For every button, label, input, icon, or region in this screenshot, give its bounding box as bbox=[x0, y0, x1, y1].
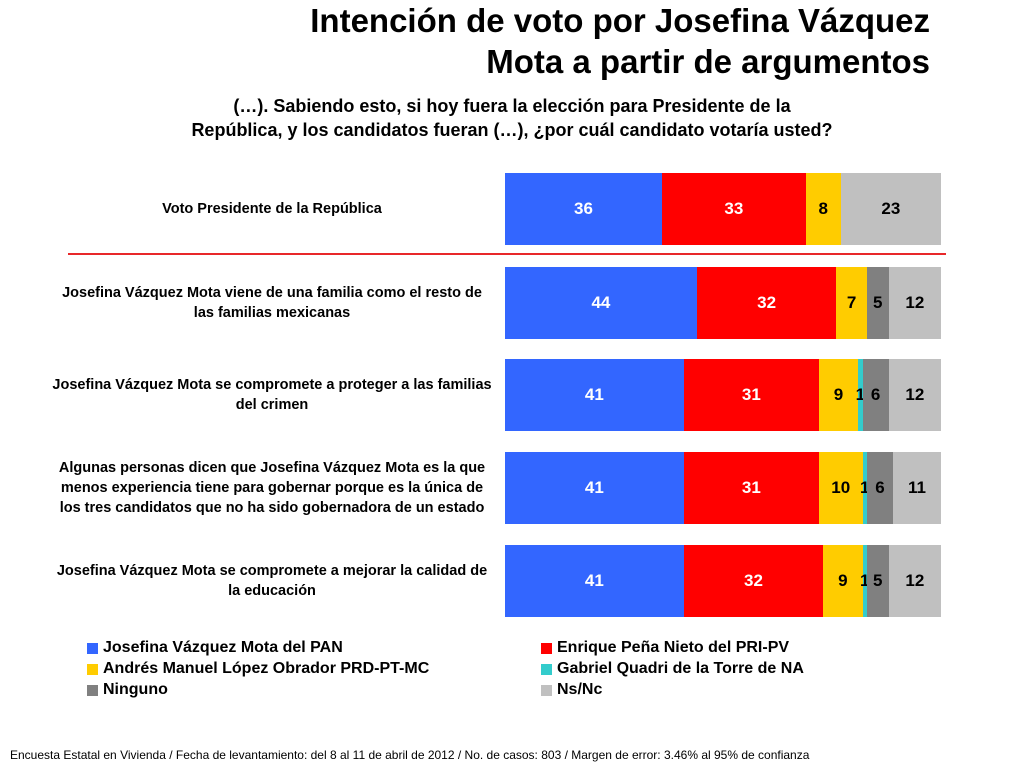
data-label: 10 bbox=[831, 478, 851, 497]
legend-item-nsnc: Ns/Nc bbox=[541, 680, 602, 700]
legend-label: Ninguno bbox=[103, 681, 168, 698]
legend-label: Josefina Vázquez Mota del PAN bbox=[103, 639, 343, 656]
bar-segment-pri: 32 bbox=[683, 545, 824, 617]
legend-swatch bbox=[541, 663, 552, 675]
bar-segment-pan: 41 bbox=[505, 452, 684, 524]
legend-swatch bbox=[541, 642, 552, 654]
data-label: 11 bbox=[908, 478, 926, 497]
category-label: Algunas personas dicen que Josefina Vázq… bbox=[58, 460, 486, 516]
category-label: Voto Presidente de la República bbox=[162, 201, 382, 217]
data-label: 44 bbox=[591, 293, 611, 312]
bar-segment-nsnc: 12 bbox=[888, 267, 941, 339]
data-label: 31 bbox=[741, 385, 761, 404]
bar-segment-nsnc: 11 bbox=[893, 452, 941, 524]
data-label: 31 bbox=[741, 478, 761, 497]
bar-segment-na: 1 bbox=[859, 452, 870, 524]
bar-segment-pri: 31 bbox=[683, 359, 819, 431]
chart-subtitle-line-1: (…). Sabiendo esto, si hoy fuera la elec… bbox=[233, 96, 791, 116]
data-label: 41 bbox=[584, 385, 604, 404]
data-label: 6 bbox=[875, 478, 885, 497]
data-label: 23 bbox=[881, 199, 901, 218]
data-label: 32 bbox=[757, 293, 777, 312]
category-label: Josefina Vázquez Mota se compromete a pr… bbox=[52, 377, 492, 413]
bar-segment-pri: 33 bbox=[661, 173, 806, 245]
legend-label: Ns/Nc bbox=[557, 681, 603, 698]
legend-swatch bbox=[87, 663, 98, 675]
bar-segment-nsnc: 12 bbox=[888, 359, 941, 431]
legend-swatch bbox=[541, 684, 552, 696]
bar-segment-prd: 8 bbox=[805, 173, 841, 245]
bar-segment-pri: 31 bbox=[683, 452, 819, 524]
footer-note: Encuesta Estatal en Vivienda / Fecha de … bbox=[10, 748, 810, 762]
bar-segment-pan: 36 bbox=[505, 173, 662, 245]
bar-segment-na: 1 bbox=[859, 545, 870, 617]
bar-segment-pan: 44 bbox=[505, 267, 697, 339]
bar-segment-ninguno: 5 bbox=[866, 267, 889, 339]
data-label: 8 bbox=[818, 199, 828, 218]
bar-segment-ninguno: 5 bbox=[866, 545, 889, 617]
legend-item-prd: Andrés Manuel López Obrador PRD-PT-MC bbox=[87, 659, 429, 679]
chart-title-line-2: Mota a partir de argumentos bbox=[486, 43, 930, 80]
data-label: 1 bbox=[855, 385, 866, 404]
legend-item-na: Gabriel Quadri de la Torre de NA bbox=[541, 659, 804, 679]
data-label: 9 bbox=[838, 571, 848, 590]
bar-segment-prd: 9 bbox=[818, 359, 859, 431]
legend-item-pri: Enrique Peña Nieto del PRI-PV bbox=[541, 638, 789, 658]
bar-segment-pan: 41 bbox=[505, 359, 684, 431]
bar-segment-nsnc: 12 bbox=[888, 545, 941, 617]
data-label: 5 bbox=[873, 571, 883, 590]
bar-segment-ninguno: 6 bbox=[866, 452, 894, 524]
legend-swatch bbox=[87, 684, 98, 696]
category-label: Josefina Vázquez Mota viene de una famil… bbox=[62, 285, 482, 321]
chart-subtitle-line-2: República, y los candidatos fueran (…), … bbox=[191, 120, 833, 140]
red-divider-line bbox=[68, 253, 946, 255]
bar-segment-prd: 9 bbox=[823, 545, 863, 617]
bar-segment-prd: 10 bbox=[818, 452, 863, 524]
bar-segment-pri: 32 bbox=[696, 267, 837, 339]
data-label: 5 bbox=[873, 293, 883, 312]
legend-item-pan: Josefina Vázquez Mota del PAN bbox=[87, 638, 343, 658]
data-label: 7 bbox=[846, 293, 857, 312]
chart-title: Intención de voto por Josefina Vázquez M… bbox=[130, 0, 930, 82]
data-label: 41 bbox=[584, 571, 604, 590]
bar-segment-ninguno: 6 bbox=[862, 359, 889, 431]
data-label: 33 bbox=[724, 199, 744, 218]
category-label: Josefina Vázquez Mota se compromete a me… bbox=[56, 563, 488, 599]
bar-segment-pan: 41 bbox=[505, 545, 684, 617]
bar-segment-nsnc: 23 bbox=[840, 173, 941, 245]
data-label: 1 bbox=[859, 478, 870, 497]
chart-title-line-1: Intención de voto por Josefina Vázquez bbox=[310, 2, 930, 39]
legend-swatch bbox=[87, 642, 98, 654]
legend-label: Andrés Manuel López Obrador PRD-PT-MC bbox=[103, 660, 430, 677]
legend-item-ninguno: Ninguno bbox=[87, 680, 168, 700]
data-label: 12 bbox=[905, 385, 925, 404]
legend-label: Enrique Peña Nieto del PRI-PV bbox=[557, 639, 790, 656]
data-label: 12 bbox=[905, 571, 925, 590]
data-label: 32 bbox=[744, 571, 763, 590]
data-label: 1 bbox=[859, 571, 870, 590]
data-label: 6 bbox=[870, 385, 881, 404]
bar-segment-prd: 7 bbox=[836, 267, 867, 339]
bar-segment-na: 1 bbox=[855, 359, 866, 431]
chart-subtitle: (…). Sabiendo esto, si hoy fuera la elec… bbox=[100, 94, 924, 142]
data-label: 12 bbox=[905, 293, 925, 312]
legend-label: Gabriel Quadri de la Torre de NA bbox=[557, 660, 804, 677]
data-label: 36 bbox=[574, 199, 593, 218]
data-label: 41 bbox=[584, 478, 604, 497]
data-label: 9 bbox=[833, 385, 844, 404]
